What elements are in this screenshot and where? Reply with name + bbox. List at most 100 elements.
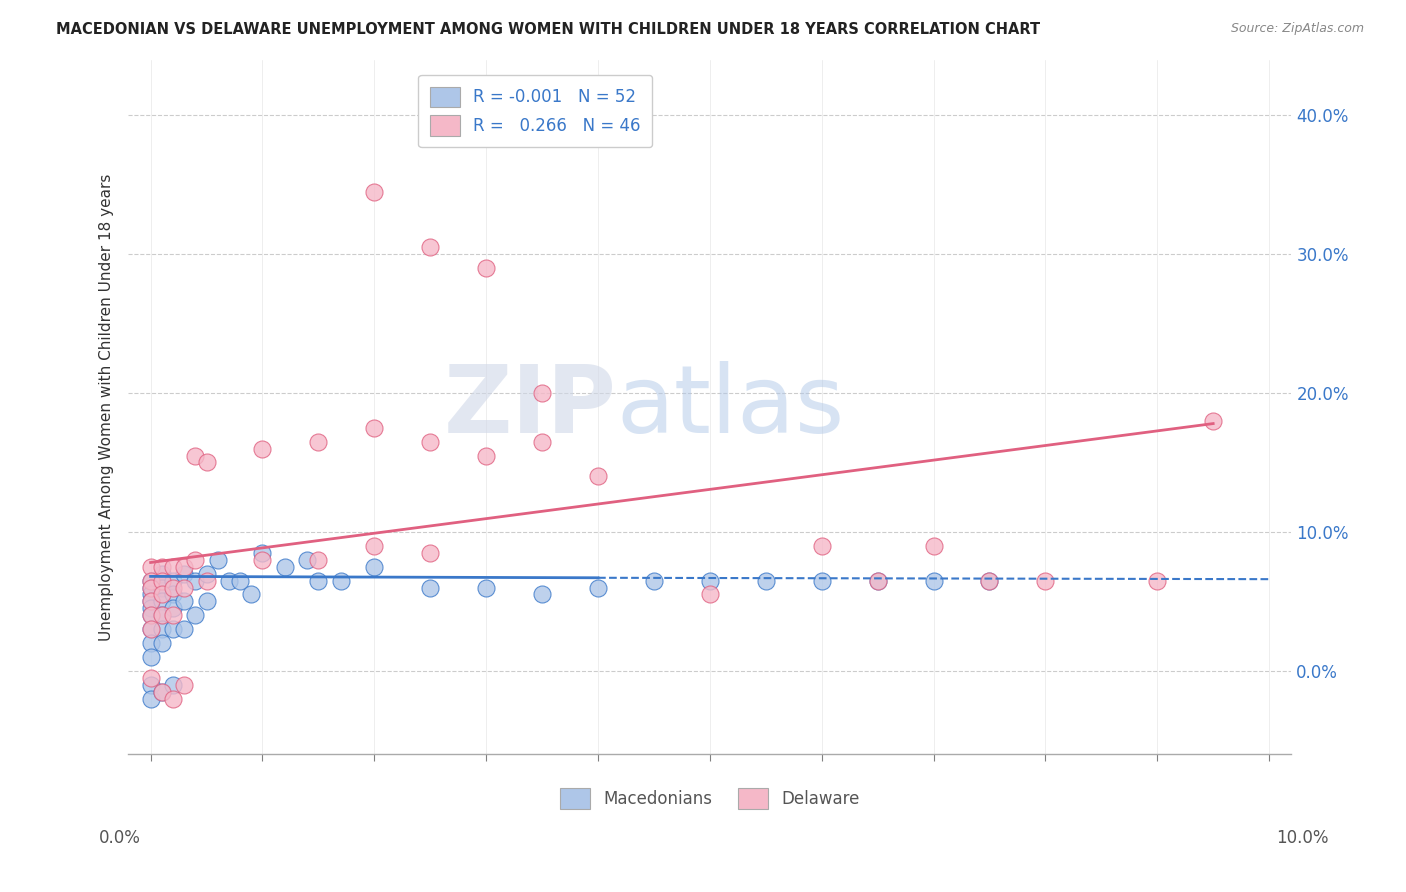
Point bbox=[173, 622, 195, 636]
Point bbox=[139, 650, 162, 665]
Point bbox=[173, 678, 195, 692]
Text: Source: ZipAtlas.com: Source: ZipAtlas.com bbox=[1230, 22, 1364, 36]
Point bbox=[139, 594, 162, 608]
Point bbox=[643, 574, 665, 588]
Point bbox=[173, 581, 195, 595]
Point bbox=[162, 581, 184, 595]
Point bbox=[150, 566, 173, 581]
Point bbox=[363, 185, 385, 199]
Point bbox=[307, 434, 329, 449]
Point bbox=[162, 574, 184, 588]
Point bbox=[139, 587, 162, 601]
Point bbox=[173, 566, 195, 581]
Point bbox=[240, 587, 263, 601]
Point bbox=[699, 587, 721, 601]
Point bbox=[922, 539, 945, 553]
Legend: Macedonians, Delaware: Macedonians, Delaware bbox=[554, 781, 866, 815]
Point bbox=[419, 546, 441, 560]
Point bbox=[1202, 414, 1225, 428]
Point bbox=[162, 622, 184, 636]
Point bbox=[195, 594, 218, 608]
Point bbox=[184, 608, 207, 623]
Point bbox=[150, 559, 173, 574]
Point bbox=[139, 636, 162, 650]
Point bbox=[866, 574, 889, 588]
Point bbox=[419, 581, 441, 595]
Point bbox=[150, 608, 173, 623]
Point bbox=[274, 559, 297, 574]
Point bbox=[150, 574, 173, 588]
Point bbox=[922, 574, 945, 588]
Point bbox=[139, 559, 162, 574]
Point bbox=[139, 608, 162, 623]
Point bbox=[475, 260, 498, 275]
Point bbox=[150, 684, 173, 698]
Point bbox=[475, 581, 498, 595]
Point bbox=[162, 559, 184, 574]
Point bbox=[139, 581, 162, 595]
Point bbox=[139, 608, 162, 623]
Point bbox=[363, 421, 385, 435]
Point bbox=[162, 678, 184, 692]
Point bbox=[150, 684, 173, 698]
Point bbox=[979, 574, 1001, 588]
Point bbox=[755, 574, 778, 588]
Point bbox=[162, 608, 184, 623]
Point bbox=[307, 574, 329, 588]
Point bbox=[295, 552, 318, 566]
Point bbox=[475, 449, 498, 463]
Point bbox=[531, 386, 554, 401]
Point bbox=[252, 546, 274, 560]
Point bbox=[810, 574, 832, 588]
Text: 0.0%: 0.0% bbox=[98, 829, 141, 847]
Point bbox=[162, 587, 184, 601]
Point bbox=[531, 587, 554, 601]
Point bbox=[162, 601, 184, 615]
Point bbox=[1146, 574, 1168, 588]
Point bbox=[139, 671, 162, 685]
Point bbox=[150, 636, 173, 650]
Point bbox=[586, 469, 609, 483]
Point bbox=[195, 455, 218, 469]
Point bbox=[363, 559, 385, 574]
Point bbox=[866, 574, 889, 588]
Point bbox=[162, 691, 184, 706]
Point bbox=[184, 574, 207, 588]
Point bbox=[184, 449, 207, 463]
Point bbox=[252, 442, 274, 456]
Point bbox=[586, 581, 609, 595]
Point bbox=[979, 574, 1001, 588]
Point bbox=[139, 622, 162, 636]
Point bbox=[150, 608, 173, 623]
Point bbox=[1035, 574, 1057, 588]
Point bbox=[307, 552, 329, 566]
Point bbox=[139, 622, 162, 636]
Point bbox=[139, 601, 162, 615]
Text: atlas: atlas bbox=[617, 361, 845, 453]
Point bbox=[150, 594, 173, 608]
Point bbox=[195, 566, 218, 581]
Point bbox=[419, 240, 441, 254]
Point bbox=[150, 581, 173, 595]
Point bbox=[252, 552, 274, 566]
Point bbox=[329, 574, 352, 588]
Point bbox=[218, 574, 240, 588]
Point bbox=[150, 587, 173, 601]
Point bbox=[699, 574, 721, 588]
Point bbox=[531, 434, 554, 449]
Point bbox=[419, 434, 441, 449]
Point bbox=[139, 581, 162, 595]
Point bbox=[139, 574, 162, 588]
Text: MACEDONIAN VS DELAWARE UNEMPLOYMENT AMONG WOMEN WITH CHILDREN UNDER 18 YEARS COR: MACEDONIAN VS DELAWARE UNEMPLOYMENT AMON… bbox=[56, 22, 1040, 37]
Point bbox=[139, 691, 162, 706]
Point bbox=[184, 552, 207, 566]
Point bbox=[173, 559, 195, 574]
Point bbox=[363, 539, 385, 553]
Point bbox=[229, 574, 252, 588]
Point bbox=[195, 574, 218, 588]
Point bbox=[810, 539, 832, 553]
Y-axis label: Unemployment Among Women with Children Under 18 years: Unemployment Among Women with Children U… bbox=[100, 173, 114, 640]
Point bbox=[139, 678, 162, 692]
Point bbox=[207, 552, 229, 566]
Point bbox=[139, 574, 162, 588]
